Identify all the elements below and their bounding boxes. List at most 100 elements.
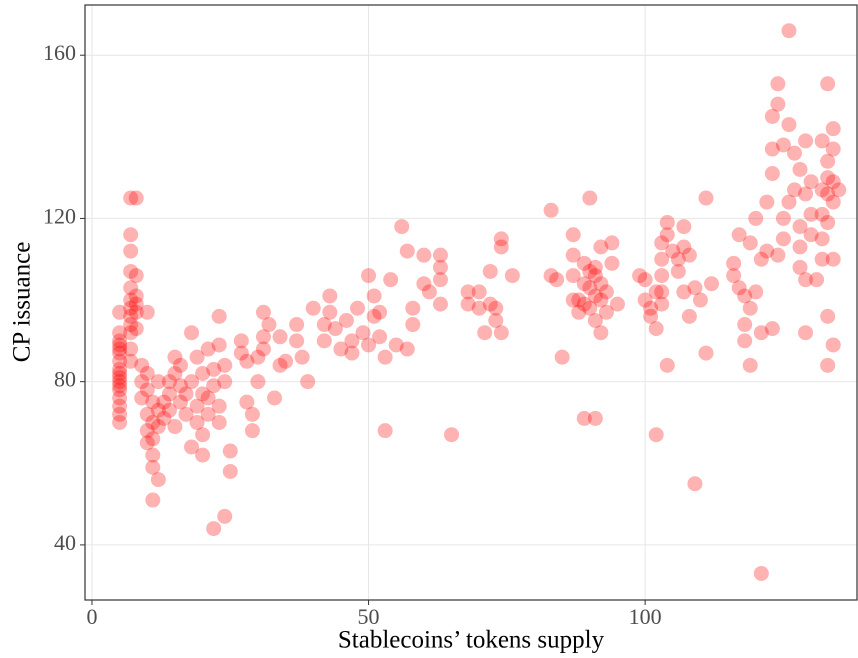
point: [781, 194, 797, 210]
point: [643, 308, 659, 324]
point: [200, 341, 216, 357]
point: [825, 174, 841, 190]
point: [593, 239, 609, 255]
point: [305, 300, 321, 316]
y-axis-title: CP issuance: [9, 242, 36, 363]
point: [416, 276, 432, 292]
point: [123, 308, 139, 324]
point: [565, 227, 581, 243]
point: [764, 166, 780, 182]
point: [737, 288, 753, 304]
point: [267, 390, 283, 406]
point: [792, 219, 808, 235]
point: [670, 263, 686, 279]
point: [820, 357, 836, 373]
point: [493, 231, 509, 247]
point: [233, 333, 249, 349]
point: [150, 402, 166, 418]
point: [825, 121, 841, 137]
point: [432, 296, 448, 312]
point: [753, 325, 769, 341]
point: [726, 268, 742, 284]
point: [654, 268, 670, 284]
point: [637, 272, 653, 288]
point: [565, 247, 581, 263]
point: [565, 268, 581, 284]
point: [759, 243, 775, 259]
point: [195, 386, 211, 402]
point: [648, 427, 664, 443]
point: [128, 190, 144, 206]
point: [272, 357, 288, 373]
point: [128, 268, 144, 284]
point: [316, 333, 332, 349]
point: [770, 96, 786, 112]
point: [825, 194, 841, 210]
point: [676, 284, 692, 300]
point: [161, 374, 177, 390]
point: [798, 133, 814, 149]
point: [250, 349, 266, 365]
point: [742, 357, 758, 373]
point: [493, 239, 509, 255]
point: [112, 382, 128, 398]
point: [178, 386, 194, 402]
point: [543, 268, 559, 284]
point: [123, 227, 139, 243]
point: [825, 337, 841, 353]
point: [145, 414, 161, 430]
point: [128, 288, 144, 304]
point: [460, 296, 476, 312]
point: [742, 300, 758, 316]
point: [123, 280, 139, 296]
point: [156, 410, 172, 426]
point: [659, 227, 675, 243]
point: [820, 186, 836, 202]
point: [753, 565, 769, 581]
point: [399, 243, 415, 259]
point: [482, 263, 498, 279]
point: [748, 284, 764, 300]
point: [156, 394, 172, 410]
point: [338, 312, 354, 328]
point: [654, 284, 670, 300]
point: [112, 345, 128, 361]
point: [377, 349, 393, 365]
point: [134, 390, 150, 406]
point: [139, 304, 155, 320]
point: [681, 247, 697, 263]
point: [222, 463, 238, 479]
point: [809, 272, 825, 288]
point: [798, 325, 814, 341]
point: [587, 259, 603, 275]
point: [604, 235, 620, 251]
point: [211, 308, 227, 324]
point: [665, 243, 681, 259]
point: [112, 337, 128, 353]
point: [604, 255, 620, 271]
point: [488, 312, 504, 328]
point: [803, 206, 819, 222]
point: [637, 292, 653, 308]
point: [825, 251, 841, 267]
point: [764, 321, 780, 337]
point: [482, 296, 498, 312]
point: [327, 321, 343, 337]
point: [349, 300, 365, 316]
point: [737, 333, 753, 349]
point: [377, 423, 393, 439]
point: [598, 304, 614, 320]
point: [598, 284, 614, 300]
point: [587, 410, 603, 426]
point: [333, 341, 349, 357]
point: [831, 182, 847, 198]
point: [123, 317, 139, 333]
point: [681, 308, 697, 324]
point: [593, 292, 609, 308]
point: [820, 215, 836, 231]
point: [261, 317, 277, 333]
point: [184, 439, 200, 455]
point: [587, 268, 603, 284]
point: [587, 288, 603, 304]
point: [344, 333, 360, 349]
